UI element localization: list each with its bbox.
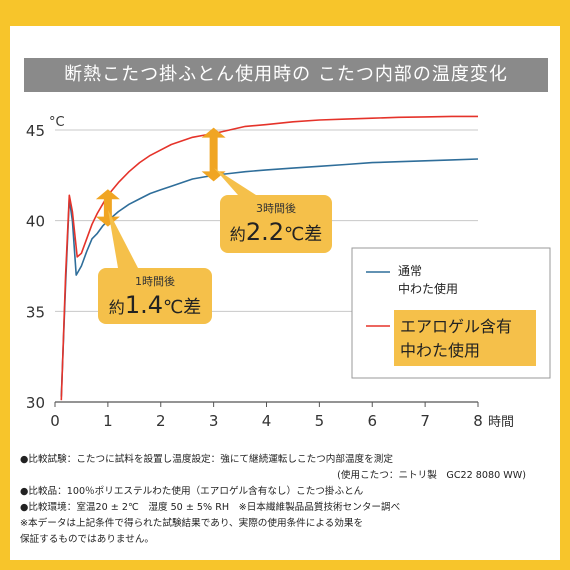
callout-value-label: 約1.4℃差 — [109, 291, 201, 319]
series-line-aerogel — [60, 115, 478, 401]
x-tick-label: 0 — [50, 412, 60, 430]
legend-label-aerogel-1: エアロゲル含有 — [400, 317, 512, 336]
series-line-normal — [60, 158, 479, 397]
footnotes: ●比較試験：こたつに試料を設置し温度設定：強にて継続運転しこたつ内部温度を測定 … — [20, 452, 550, 548]
x-tick-label: 2 — [156, 412, 166, 430]
note-test-method: ●比較試験：こたつに試料を設置し温度設定：強にて継続運転しこたつ内部温度を測定 — [20, 454, 393, 465]
difference-arrow-2 — [201, 127, 226, 182]
legend-label-aerogel-2: 中わた使用 — [400, 341, 480, 360]
chart-title: 断熱こたつ掛ふとん使用時の こたつ内部の温度変化 — [24, 58, 548, 92]
callout-box-1 — [98, 268, 212, 324]
note-kotatsu-model: (使用こたつ：ニトリ製 GC22 8080 WW) — [337, 470, 526, 481]
y-tick-label: 30 — [26, 394, 45, 412]
callout-time-label: 3時間後 — [256, 201, 296, 215]
frame-top — [0, 0, 570, 26]
note-comparison-product: ●比較品：100％ポリエステルわた使用（エアロゲル含有なし）こたつ掛ふとん — [20, 486, 364, 497]
y-axis-unit: °C — [49, 115, 65, 130]
x-tick-label: 4 — [262, 412, 272, 430]
x-tick-label: 1 — [103, 412, 113, 430]
x-tick-label: 8 — [473, 412, 483, 430]
difference-arrow-1 — [95, 189, 120, 227]
callout-time-label: 1時間後 — [135, 274, 175, 288]
x-tick-label: 3 — [209, 412, 219, 430]
x-axis-label: 時間 — [488, 415, 514, 430]
y-tick-label: 40 — [26, 213, 45, 231]
legend-label-normal-1: 通常 — [398, 264, 422, 278]
callout-pointer-1 — [108, 210, 138, 268]
note-disclaimer-2: 保証するものではありません。 — [20, 534, 155, 545]
frame-left — [0, 0, 10, 570]
legend-label-normal-2: 中わた使用 — [398, 281, 458, 296]
x-tick-label: 5 — [315, 412, 325, 430]
y-tick-label: 35 — [26, 303, 45, 321]
callout-pointer-2 — [214, 168, 256, 195]
x-tick-label: 7 — [420, 412, 430, 430]
x-tick-label: 6 — [367, 412, 377, 430]
legend-highlight — [394, 310, 536, 366]
y-tick-label: 45 — [26, 122, 45, 140]
frame-bottom — [0, 560, 570, 570]
frame-right — [560, 0, 570, 570]
note-environment: ●比較環境：室温20 ± 2℃ 湿度 50 ± 5% RH ※日本繊維製品品質技… — [20, 502, 401, 513]
note-disclaimer-1: ※本データは上記条件で得られた試験結果であり、実際の使用条件による効果を — [20, 518, 364, 529]
callout-value-label: 約2.2℃差 — [230, 218, 322, 246]
callout-box-2 — [220, 195, 332, 253]
